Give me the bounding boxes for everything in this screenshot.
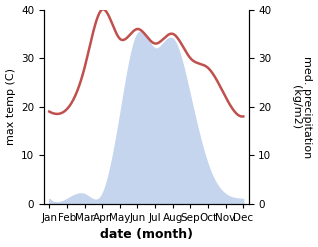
X-axis label: date (month): date (month) — [100, 228, 193, 242]
Y-axis label: max temp (C): max temp (C) — [5, 68, 16, 145]
Y-axis label: med. precipitation
(kg/m2): med. precipitation (kg/m2) — [291, 56, 313, 158]
